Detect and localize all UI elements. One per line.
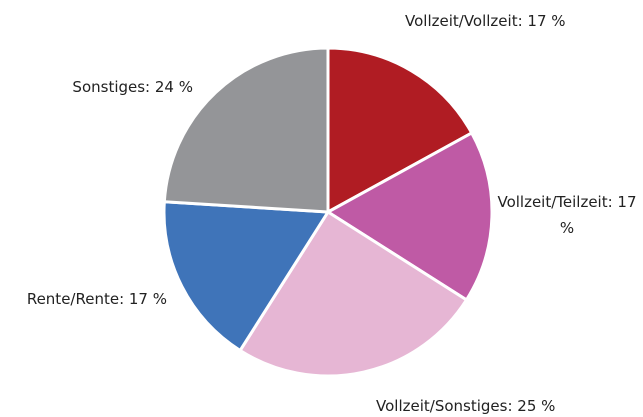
slice-label: Vollzeit/Vollzeit: 17 % <box>405 12 566 30</box>
slice-label: Rente/Rente: 17 % <box>26 290 167 308</box>
slice-label: Vollzeit/Teilzeit: 17 % <box>497 193 637 237</box>
pie-slice <box>162 200 331 353</box>
pie-slice <box>238 209 469 378</box>
pie-slice <box>162 46 330 214</box>
slice-label: Vollzeit/Sonstiges: 25 % <box>376 397 556 415</box>
pie-slice <box>325 130 494 302</box>
slice-label: Sonstiges: 24 % <box>72 78 193 96</box>
pie-slice <box>326 46 474 215</box>
